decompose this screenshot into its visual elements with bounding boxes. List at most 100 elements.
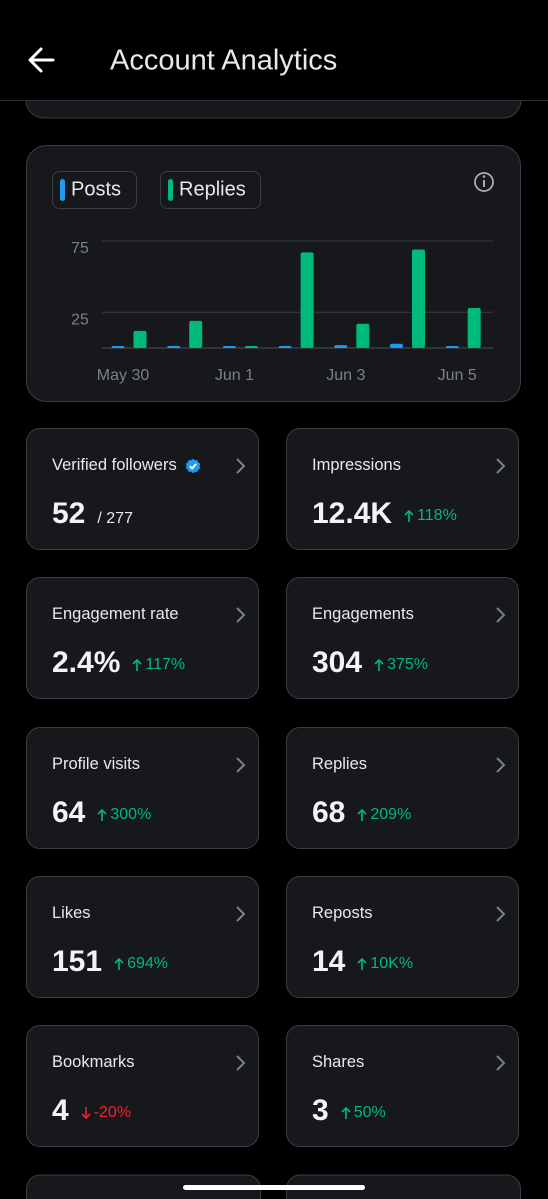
card-change-row: 209%	[357, 806, 411, 824]
y-tick-label: 25	[71, 312, 89, 329]
card-value-row: 12.4K 118%	[312, 497, 457, 531]
y-tick-label: 75	[71, 240, 89, 257]
card-title: Impressions	[312, 456, 401, 474]
metric-card[interactable]: Profile visits 64 300%	[26, 726, 259, 849]
card-change: 694%	[127, 954, 168, 972]
card-title-row: Likes	[52, 904, 91, 923]
partial-card	[286, 1174, 521, 1199]
metric-card[interactable]: Impressions 12.4K 118%	[286, 428, 519, 550]
card-value-row: 64 300%	[52, 796, 151, 830]
card-title: Bookmarks	[52, 1053, 135, 1072]
card-title: Likes	[52, 903, 91, 922]
bar	[356, 323, 370, 348]
card-value-row: 151 694%	[52, 945, 168, 979]
card-change: 375%	[387, 656, 428, 674]
bottom-area	[26, 1174, 521, 1199]
card-title-row: Replies	[312, 755, 367, 774]
metric-card[interactable]: Likes 151 694%	[26, 875, 259, 998]
card-change-row: 50%	[341, 1104, 386, 1122]
card-title-row: Impressions	[312, 456, 401, 475]
bar	[189, 320, 203, 348]
card-value-row: 2.4% 117%	[52, 646, 185, 680]
card-value: 2.4%	[52, 646, 121, 680]
info-icon[interactable]	[474, 172, 494, 192]
bar	[412, 249, 425, 348]
chevron	[496, 458, 506, 474]
bar	[278, 346, 292, 348]
metric-card[interactable]: Engagements 304 375%	[286, 577, 519, 700]
bar	[111, 346, 125, 348]
card-title: Replies	[312, 754, 368, 773]
card-value-row: 52 / 277	[52, 497, 133, 531]
trend-arrow	[341, 1107, 351, 1120]
bar	[167, 346, 181, 348]
card-title-row: Verified followers	[52, 456, 201, 475]
card-value: 4	[52, 1094, 69, 1128]
card-title-row: Engagement rate	[52, 605, 179, 624]
card-change: 10K%	[370, 954, 414, 972]
card-title-row: Bookmarks	[52, 1053, 135, 1072]
chevron	[236, 458, 246, 474]
card-change-row: 117%	[132, 656, 185, 674]
card-title: Engagement rate	[52, 605, 179, 624]
metric-card[interactable]: Reposts 14 10K%	[286, 875, 519, 998]
card-value-row: 304 375%	[312, 646, 428, 680]
legend-chip[interactable]	[52, 171, 137, 209]
trend-arrow	[81, 1107, 91, 1120]
card-value: 12.4K	[312, 497, 393, 530]
card-title: Verified followers	[52, 456, 177, 474]
bar	[300, 252, 314, 348]
page-title: Account Analytics	[110, 45, 337, 77]
legend-chip[interactable]	[160, 171, 261, 209]
chevron	[496, 607, 506, 624]
metric-card[interactable]: Engagement rate 2.4% 117%	[26, 577, 259, 700]
card-value-row: 68 209%	[312, 796, 411, 830]
bar	[445, 346, 459, 348]
verified-badge	[185, 458, 200, 473]
chevron	[236, 607, 246, 624]
card-title: Engagements	[312, 605, 414, 624]
card-change-row: 10K%	[357, 955, 413, 973]
card-value-row: 3 50%	[312, 1094, 386, 1128]
partial-card	[26, 1174, 261, 1199]
trend-arrow	[374, 659, 384, 672]
bar	[467, 308, 481, 348]
metric-card[interactable]: Shares 3 50%	[286, 1025, 519, 1148]
x-tick-label: Jun 3	[326, 367, 365, 384]
metric-card[interactable]: Bookmarks 4 -20%	[26, 1025, 259, 1148]
card-title-row: Reposts	[312, 904, 373, 923]
legend-swatch	[168, 179, 173, 201]
card-change: 117%	[145, 656, 186, 674]
chevron	[236, 906, 246, 922]
x-tick-label: Jun 5	[438, 367, 477, 384]
card-change: 300%	[110, 805, 152, 823]
back-button[interactable]	[28, 47, 55, 73]
card-change-row: 375%	[374, 656, 428, 674]
bar	[390, 343, 403, 348]
bar	[334, 345, 348, 348]
legend-swatch	[60, 179, 65, 201]
card-change: 209%	[370, 805, 412, 823]
top-area: Account Analytics Posts Replies 25 75 May 30…	[0, 0, 548, 402]
card-change-row: 300%	[97, 806, 151, 824]
bar	[222, 346, 236, 348]
metric-card[interactable]: Replies 68 209%	[286, 726, 519, 849]
card-value: 14	[312, 944, 346, 978]
card-value: 151	[52, 944, 103, 978]
card-title: Reposts	[312, 903, 373, 922]
legend-label: Posts	[71, 178, 121, 200]
trend-arrow	[114, 957, 124, 970]
card-change-row: 118%	[404, 507, 457, 525]
card-change-row: 694%	[114, 955, 168, 973]
card-title-row: Engagements	[312, 605, 414, 624]
card-value: 52	[52, 497, 86, 530]
card-secondary: / 277	[97, 510, 133, 527]
trend-arrow	[357, 808, 367, 821]
card-value-row: 4 -20%	[52, 1094, 131, 1128]
card-title-row: Shares	[312, 1053, 364, 1072]
legend-label: Replies	[179, 178, 246, 200]
card-change: 50%	[353, 1104, 386, 1122]
card-title: Shares	[312, 1053, 365, 1072]
metric-card[interactable]: Verified followers 52 / 277	[26, 428, 259, 550]
